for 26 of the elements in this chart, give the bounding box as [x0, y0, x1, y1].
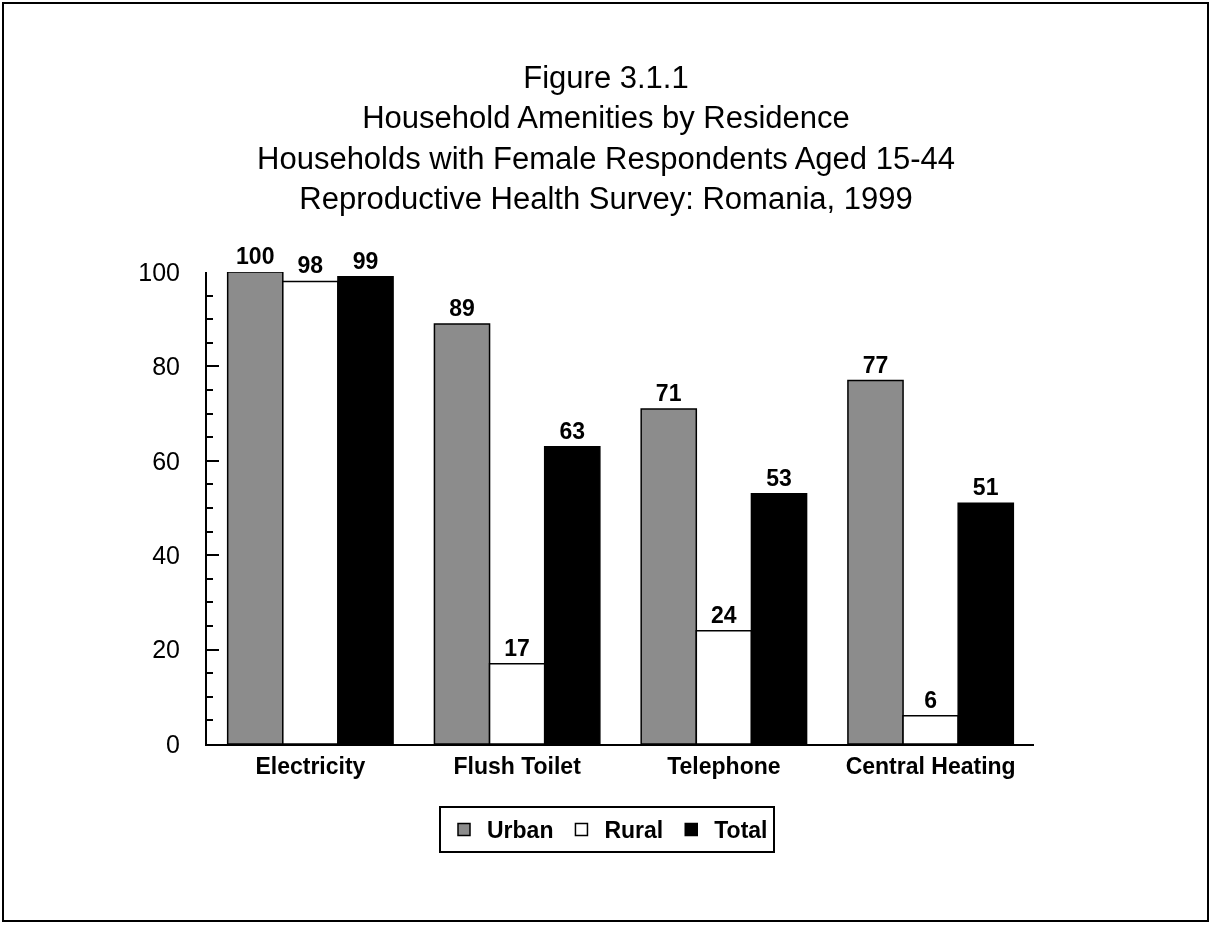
- data-label: 63: [559, 417, 586, 444]
- legend-label: Urban: [487, 817, 554, 844]
- y-tick-label: 80: [152, 352, 180, 381]
- x-tick-label: Central Heating: [845, 752, 1016, 779]
- data-label: 17: [504, 634, 530, 661]
- data-label: 53: [766, 464, 792, 491]
- data-label: 89: [449, 294, 475, 321]
- data-label: 71: [655, 379, 682, 406]
- legend-label: Total: [714, 817, 768, 844]
- data-label: 51: [972, 474, 999, 501]
- y-tick-label: 0: [166, 729, 180, 758]
- data-label: 100: [236, 243, 275, 269]
- y-tick-label: 40: [152, 540, 180, 569]
- x-tick-label: Telephone: [667, 752, 781, 779]
- data-label: 77: [862, 351, 889, 378]
- data-label: 98: [297, 252, 324, 279]
- y-tick-label: 60: [152, 446, 180, 475]
- x-tick-label: Flush Toilet: [453, 752, 582, 779]
- legend-label: Rural: [604, 817, 664, 844]
- data-label: 6: [924, 686, 938, 713]
- y-tick-label: 20: [152, 635, 180, 664]
- chart-title: Figure 3.1.1 Household Amenities by Residence Households with Female Respondents Aged 15-44 Reproductive Health Survey: Romania, 1999: [257, 60, 955, 216]
- x-tick-label: Electricity: [255, 752, 366, 779]
- y-tick-label: 100: [138, 257, 180, 286]
- data-label: 24: [710, 601, 737, 628]
- data-label: 99: [352, 247, 379, 274]
